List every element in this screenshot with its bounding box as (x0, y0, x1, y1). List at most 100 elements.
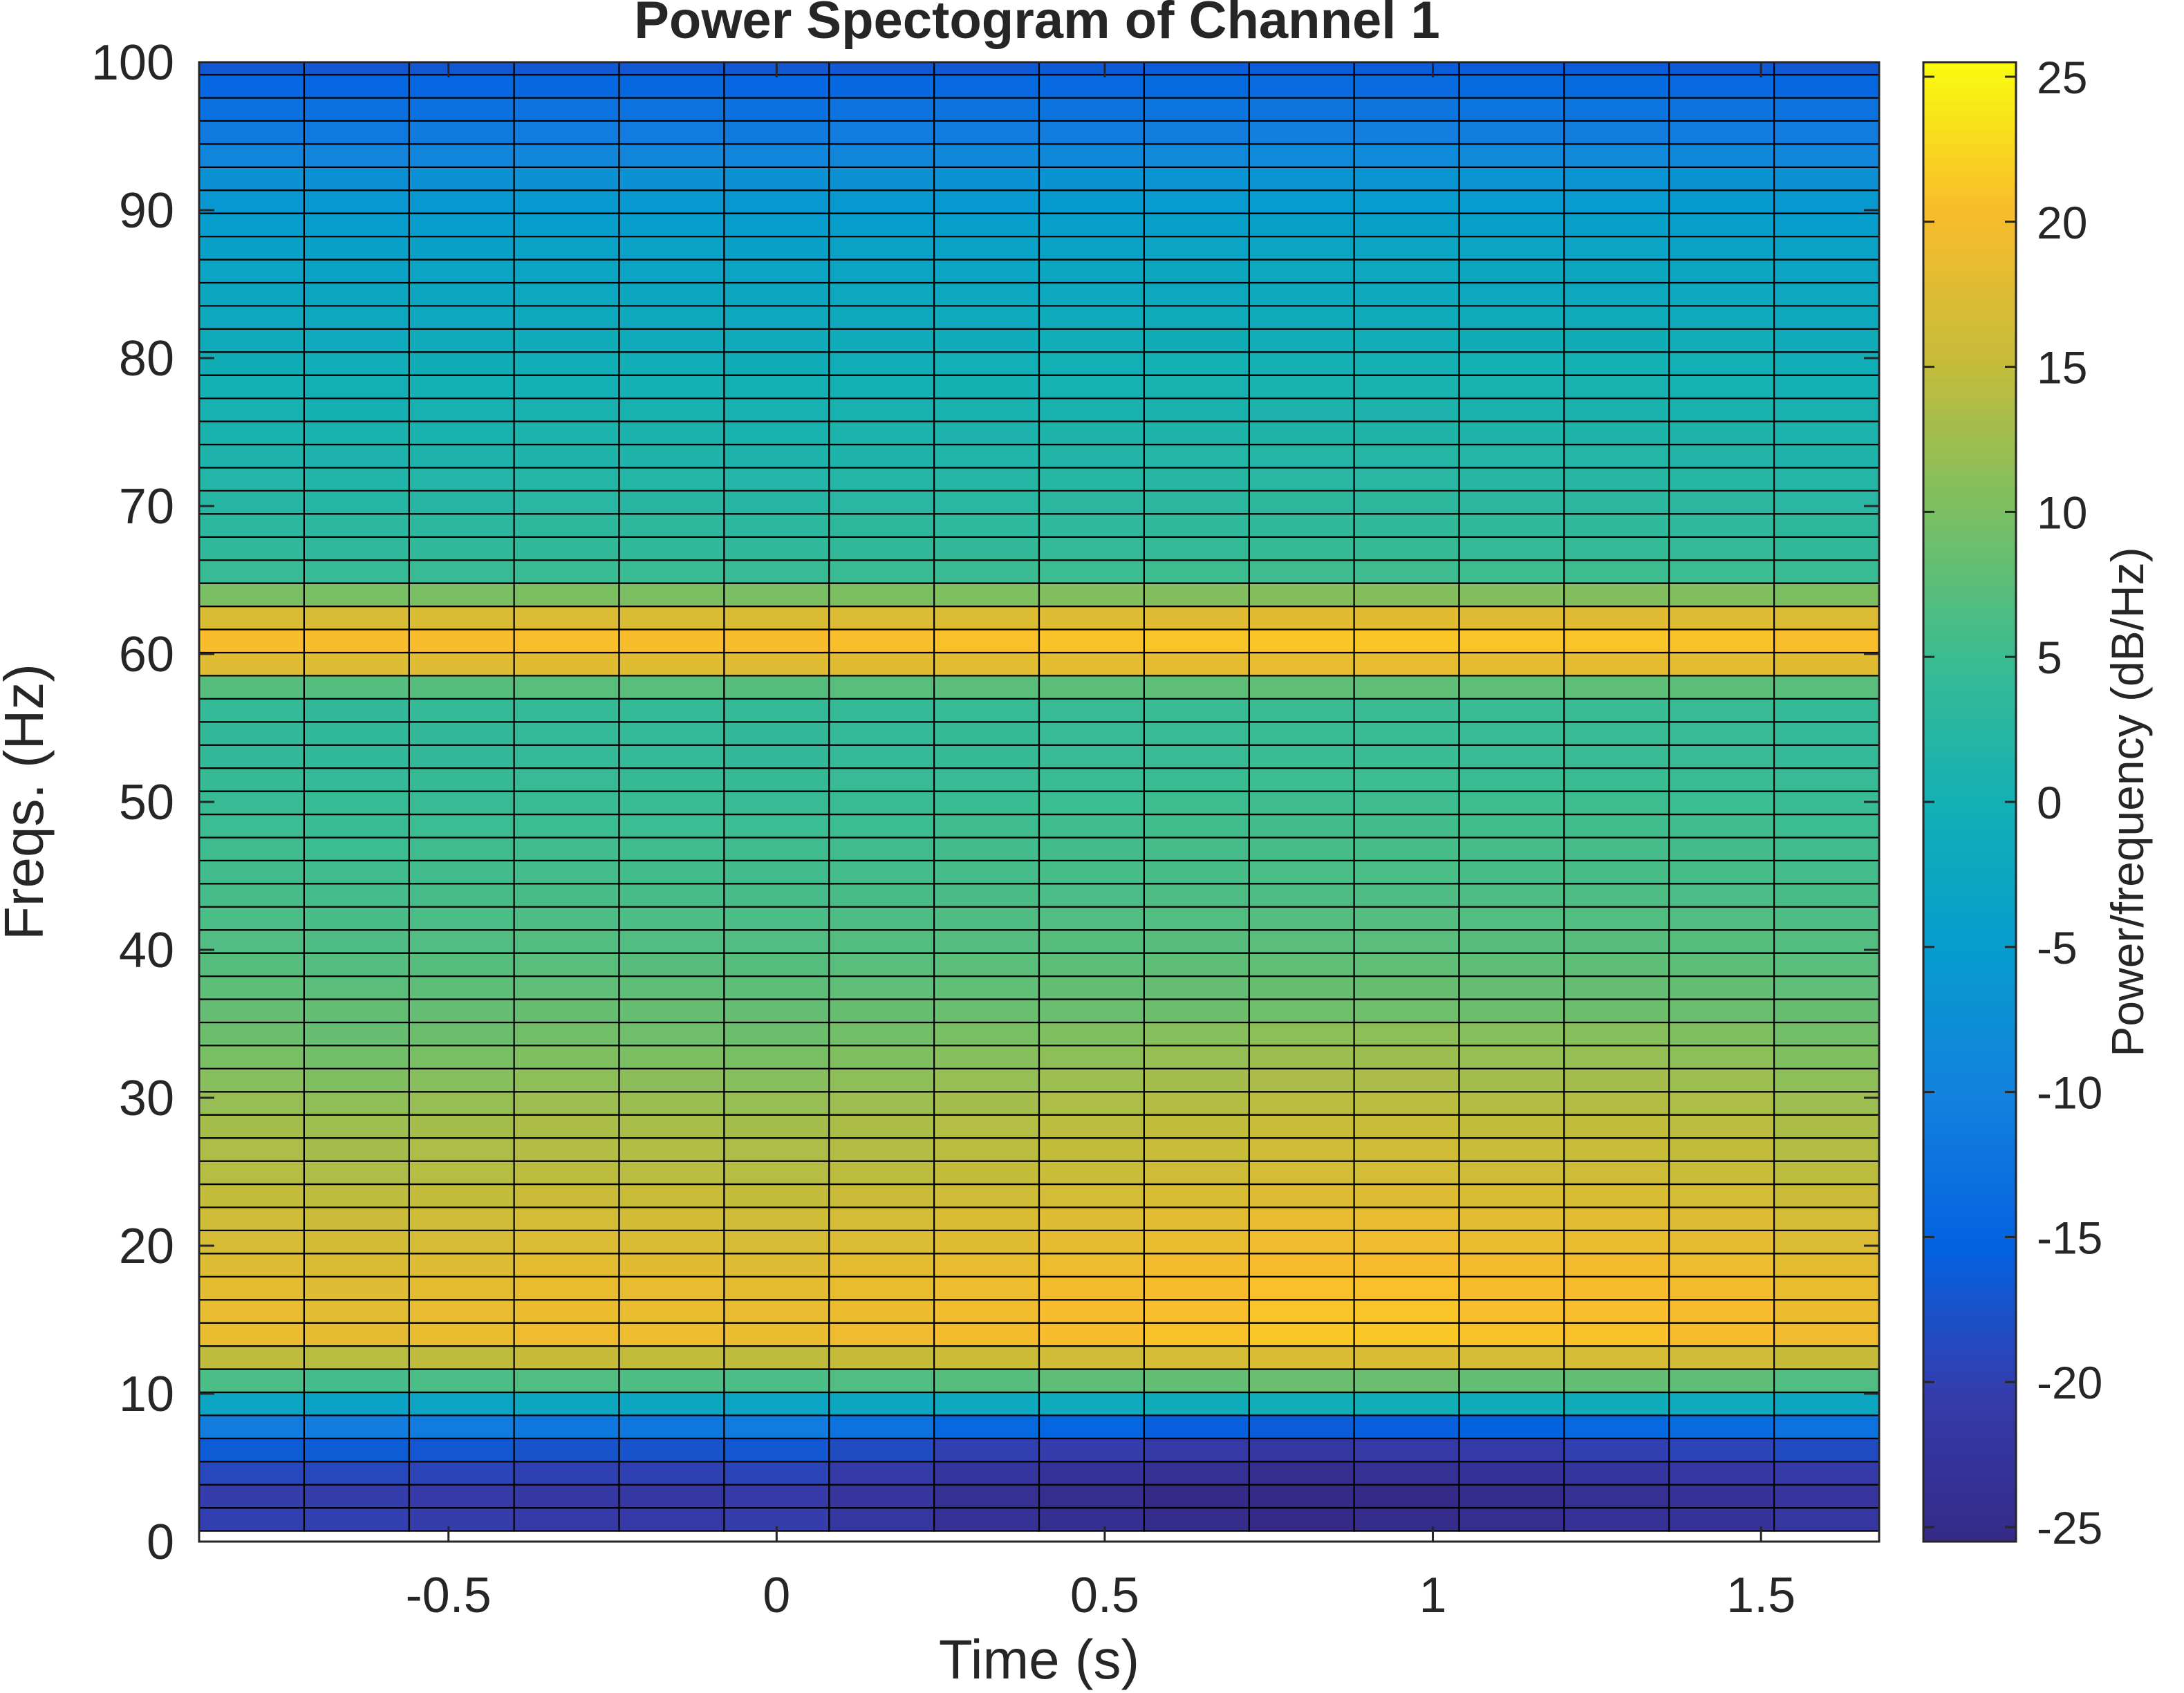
heatmap-cell (513, 1045, 620, 1069)
heatmap-cell (1773, 397, 1880, 422)
heatmap-cell (1563, 1137, 1670, 1162)
heatmap-cell (1038, 1299, 1145, 1324)
heatmap-cell (1248, 73, 1355, 99)
heatmap-cell (1563, 721, 1670, 746)
heatmap-cell (198, 489, 305, 515)
colorbar-segment (1923, 1239, 2016, 1246)
heatmap-cell (513, 120, 620, 145)
heatmap-cell (1038, 790, 1145, 816)
heatmap-cell (513, 628, 620, 654)
colorbar-segment (1923, 236, 2016, 245)
heatmap-cell (933, 1391, 1040, 1416)
heatmap-cell (1143, 1437, 1250, 1463)
heatmap-cell (1143, 374, 1250, 400)
heatmap-cell (1668, 1114, 1775, 1139)
heatmap-cell (1458, 1091, 1565, 1116)
heatmap-cell (828, 513, 935, 538)
heatmap-cell (933, 582, 1040, 608)
heatmap-cell (198, 1299, 305, 1324)
heatmap-cell (1353, 61, 1460, 76)
colorbar-segment (1923, 1124, 2016, 1132)
heatmap-cell (408, 1437, 515, 1463)
heatmap-cell (933, 744, 1040, 769)
heatmap-cell (1458, 328, 1565, 353)
heatmap-cell (1563, 767, 1670, 792)
heatmap-cell (828, 883, 935, 908)
heatmap-cell (1038, 906, 1145, 931)
colorbar-segment (1923, 1535, 2016, 1542)
heatmap-cell (408, 1322, 515, 1347)
heatmap-cell (1668, 1507, 1775, 1532)
heatmap-cell (828, 143, 935, 168)
heatmap-cell (303, 328, 410, 353)
heatmap-cell (618, 605, 725, 630)
heatmap-cell (408, 1021, 515, 1047)
heatmap-cell (408, 1114, 515, 1139)
colorbar-segment (1923, 1024, 2016, 1031)
x-tick-label: 0.5 (1070, 1568, 1139, 1623)
heatmap-cell (1353, 859, 1460, 885)
heatmap-cell (198, 397, 305, 422)
heatmap-cell (1773, 1045, 1880, 1069)
heatmap-cell (303, 1067, 410, 1093)
heatmap-cell (198, 166, 305, 191)
heatmap-cell (1143, 1414, 1250, 1439)
heatmap-cell (1248, 513, 1355, 538)
colorbar-segment (1923, 687, 2016, 695)
colorbar-segment (1923, 936, 2016, 944)
heatmap-cell (1668, 1391, 1775, 1416)
heatmap-cell (198, 328, 305, 353)
heatmap-cell (1248, 1114, 1355, 1139)
colorbar-segment (1923, 876, 2016, 883)
heatmap-cell (828, 305, 935, 330)
colorbar-segment (1923, 1158, 2016, 1166)
colorbar-segment (1923, 667, 2016, 675)
heatmap-cell (1773, 975, 1880, 1000)
heatmap-cell (1248, 61, 1355, 76)
heatmap-cell (618, 767, 725, 792)
heatmap-cell (303, 883, 410, 908)
heatmap-cell (1458, 61, 1565, 76)
heatmap-cell (1353, 1253, 1460, 1278)
heatmap-cell (1038, 1045, 1145, 1069)
heatmap-cell (1668, 73, 1775, 99)
heatmap-cell (933, 513, 1040, 538)
heatmap-cell (1563, 1368, 1670, 1394)
heatmap-cell (1248, 259, 1355, 284)
heatmap-cell (1668, 952, 1775, 978)
heatmap-cell (513, 975, 620, 1000)
heatmap-cell (618, 1368, 725, 1394)
heatmap-cell (1458, 1461, 1565, 1486)
heatmap-cell (1458, 906, 1565, 931)
heatmap-cell (198, 374, 305, 400)
colorbar-segment (1923, 1091, 2016, 1098)
heatmap-cell (1038, 351, 1145, 376)
heatmap-cell (1773, 605, 1880, 630)
colorbar-segment (1923, 714, 2016, 722)
heatmap-cell (408, 1045, 515, 1069)
colorbar-segment (1923, 559, 2016, 568)
heatmap-cell (1248, 1045, 1355, 1069)
colorbar-segment (1923, 997, 2016, 1004)
heatmap-cell (198, 536, 305, 561)
heatmap-cell (408, 790, 515, 816)
heatmap-cell (1248, 1067, 1355, 1093)
heatmap-cell (1563, 73, 1670, 99)
heatmap-cell (1038, 143, 1145, 168)
heatmap-cell (198, 467, 305, 492)
heatmap-cell (303, 61, 410, 76)
heatmap-cell (1143, 1067, 1250, 1093)
heatmap-cell (1353, 605, 1460, 630)
heatmap-cell (933, 836, 1040, 862)
heatmap-cell (933, 351, 1040, 376)
heatmap-cell (408, 443, 515, 469)
heatmap-cell (1143, 1461, 1250, 1486)
heatmap-cell (1038, 1067, 1145, 1093)
heatmap-cell (198, 1114, 305, 1139)
heatmap-cell (1773, 236, 1880, 261)
heatmap-cell (1458, 1206, 1565, 1232)
heatmap-cell (723, 420, 830, 446)
heatmap-cell (1458, 1229, 1565, 1255)
heatmap-cell (198, 443, 305, 469)
heatmap-cell (618, 1229, 725, 1255)
